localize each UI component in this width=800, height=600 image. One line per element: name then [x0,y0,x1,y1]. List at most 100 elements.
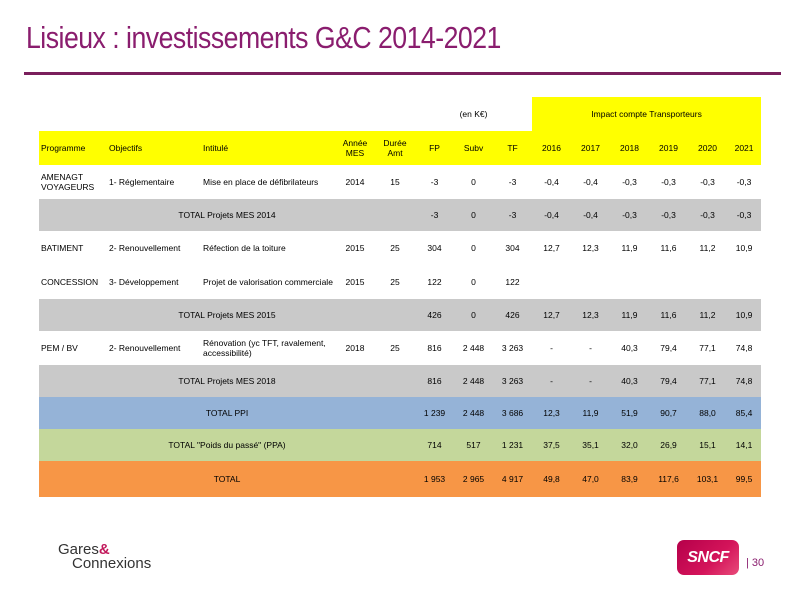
cell-impact: 12,3 [571,231,611,265]
cell-impact: 11,9 [610,231,650,265]
cell-fp: 816 [415,331,455,365]
title-divider [24,72,781,75]
cell-duree: 25 [375,265,416,299]
header-fp: FP [415,131,455,165]
cell-tf: 4 917 [493,461,533,497]
cell-impact: 85,4 [727,397,762,429]
cell-impact: 12,7 [532,299,572,331]
cell-duree: 25 [375,231,416,265]
cell-impact: 77,1 [688,365,728,397]
cell-tf: 304 [493,231,533,265]
cell-impact: 10,9 [727,231,762,265]
cell-objectifs: 2- Renouvellement [107,231,201,265]
cell-impact: 74,8 [727,331,762,365]
cell-impact: 35,1 [571,429,611,461]
cell-impact: 14,1 [727,429,762,461]
cell-duree: 15 [375,165,416,199]
cell-fp: 426 [415,299,455,331]
header-year: 2017 [571,131,611,165]
cell-fp: 304 [415,231,455,265]
cell-impact: 26,9 [649,429,689,461]
cell-subv: 2 448 [454,331,494,365]
cell-programme: AMENAGT VOYAGEURS [39,165,107,199]
cell-impact: 79,4 [649,331,689,365]
cell-impact: 49,8 [532,461,572,497]
cell-impact: 32,0 [610,429,650,461]
cell-impact: -0,3 [610,199,650,231]
cell-impact: - [571,331,611,365]
cell-impact: - [571,365,611,397]
header-intitule: Intitulé [201,131,335,165]
sncf-logo: SNCF [677,540,739,575]
cell-impact: -0,3 [688,199,728,231]
cell-objectifs: 1- Réglementaire [107,165,201,199]
grand-total-row: TOTAL 1 953 2 965 4 917 49,8 47,0 83,9 1… [39,461,762,497]
cell-tf: 3 686 [493,397,533,429]
cell-impact: 11,9 [571,397,611,429]
cell-subv: 0 [454,299,494,331]
cell-impact: -0,3 [727,165,762,199]
cell-objectifs: 3- Développement [107,265,201,299]
header-subv: Subv [454,131,494,165]
cell-impact: 51,9 [610,397,650,429]
cell-impact: 83,9 [610,461,650,497]
header-duree-amt: Durée Amt [375,131,416,165]
cell-impact: 40,3 [610,365,650,397]
grand-total-label: TOTAL [39,461,416,497]
cell-fp: 1 239 [415,397,455,429]
cell-impact: -0,3 [649,165,689,199]
table-header-row: Programme Objectifs Intitulé Année MES D… [39,131,762,165]
table-row: AMENAGT VOYAGEURS 1- Réglementaire Mise … [39,165,762,199]
header-year: 2020 [688,131,728,165]
header-year: 2021 [727,131,762,165]
subtotal-label: TOTAL Projets MES 2018 [39,365,416,397]
cell-tf: 122 [493,265,533,299]
cell-impact: -0,4 [532,165,572,199]
header-programme: Programme [39,131,107,165]
cell-tf: 1 231 [493,429,533,461]
total-ppi-label: TOTAL PPI [39,397,416,429]
cell-subv: 0 [454,199,494,231]
header-tf: TF [493,131,533,165]
cell-impact: -0,3 [610,165,650,199]
cell-impact [688,265,728,299]
header-year: 2019 [649,131,689,165]
subtotal-label: TOTAL Projets MES 2014 [39,199,416,231]
cell-impact [571,265,611,299]
cell-intitule: Réfection de la toiture [201,231,335,265]
cell-impact: 47,0 [571,461,611,497]
cell-fp: -3 [415,199,455,231]
investments-table: (en K€) Impact compte Transporteurs Prog… [39,97,762,497]
unit-label: (en K€) [459,109,488,119]
cell-fp: -3 [415,165,455,199]
cell-impact: 77,1 [688,331,728,365]
cell-impact: -0,4 [571,165,611,199]
cell-tf: 426 [493,299,533,331]
cell-impact: 11,6 [649,299,689,331]
logo-gc-ampersand: & [98,541,110,558]
header-objectifs: Objectifs [107,131,201,165]
cell-impact: 40,3 [610,331,650,365]
cell-tf: 3 263 [493,365,533,397]
cell-annee: 2014 [335,165,375,199]
cell-impact: 11,6 [649,231,689,265]
subtotal-row: TOTAL Projets MES 2014 -3 0 -3 -0,4 -0,4… [39,199,762,231]
cell-impact: 11,2 [688,231,728,265]
cell-annee: 2018 [335,331,375,365]
cell-impact [727,265,762,299]
cell-impact: -0,3 [727,199,762,231]
total-ppi-row: TOTAL PPI 1 239 2 448 3 686 12,3 11,9 51… [39,397,762,429]
table-row: PEM / BV 2- Renouvellement Rénovation (y… [39,331,762,365]
cell-impact: 37,5 [532,429,572,461]
cell-subv: 0 [454,165,494,199]
cell-subv: 0 [454,231,494,265]
cell-impact: 117,6 [649,461,689,497]
cell-impact: 88,0 [688,397,728,429]
header-year: 2018 [610,131,650,165]
logo-gc-word1: Gares [58,541,99,558]
cell-impact: -0,3 [649,199,689,231]
cell-fp: 1 953 [415,461,455,497]
header-year: 2016 [532,131,572,165]
cell-impact: 15,1 [688,429,728,461]
cell-impact: 12,7 [532,231,572,265]
